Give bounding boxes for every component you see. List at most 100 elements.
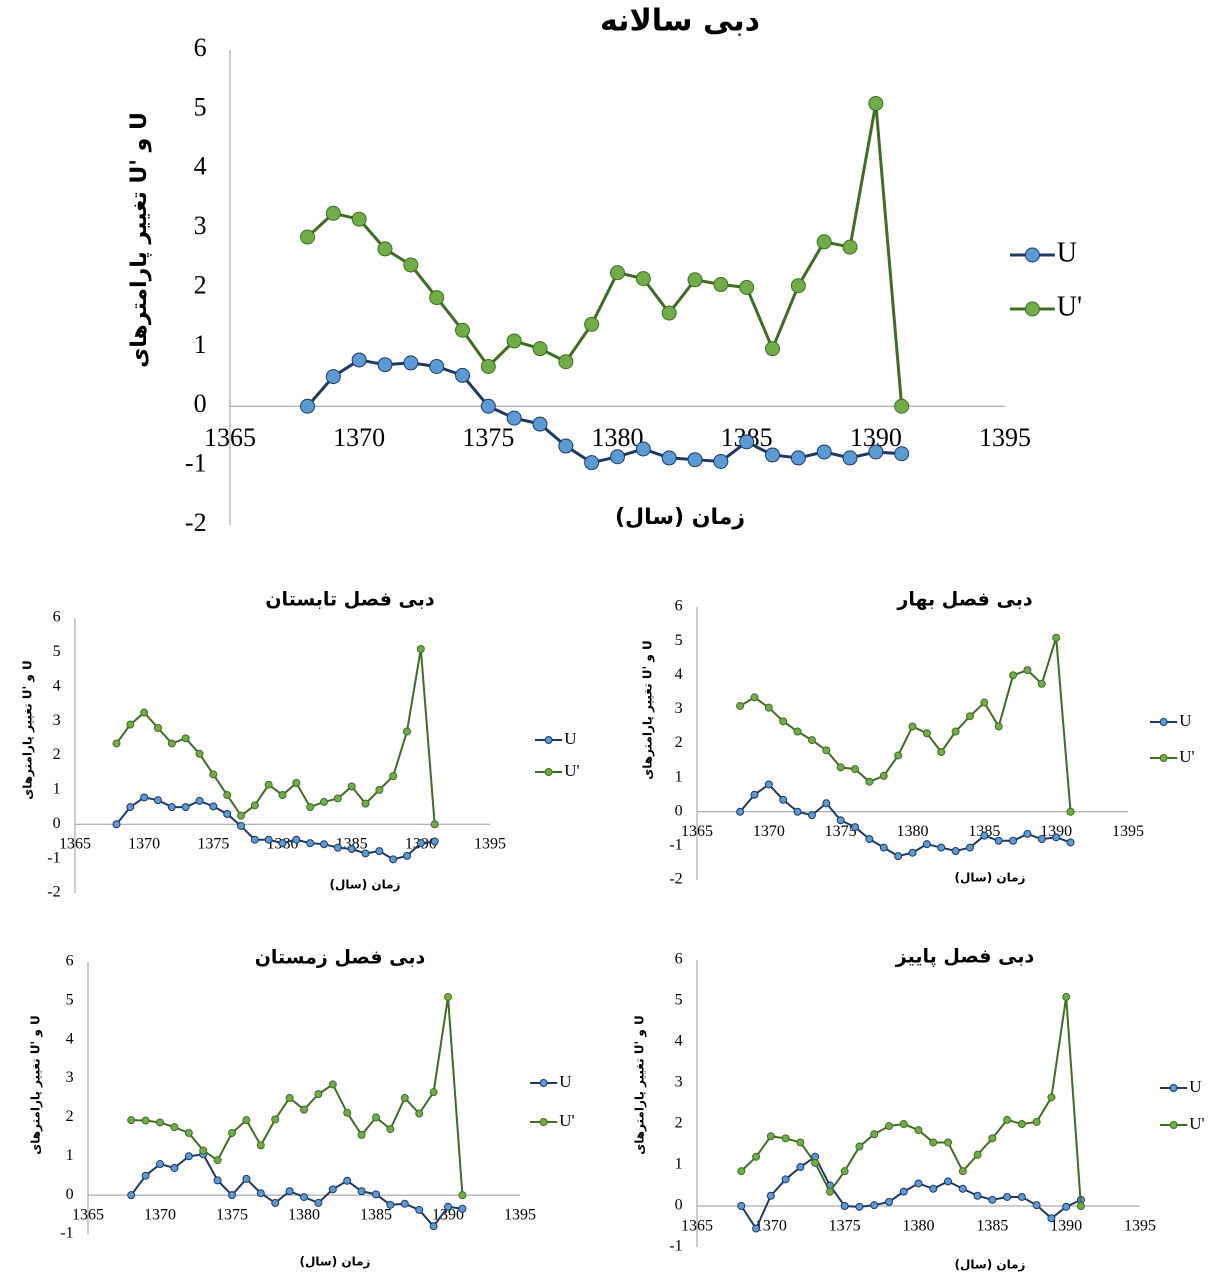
y-tick-label: 4	[66, 1030, 74, 1047]
data-point	[965, 843, 974, 852]
y-tick-label: -2	[669, 871, 682, 888]
data-point	[429, 290, 445, 306]
data-point	[988, 1134, 997, 1143]
data-point	[736, 701, 745, 710]
y-tick-label: 5	[675, 992, 683, 1009]
data-point	[167, 803, 176, 812]
y-tick-label: 3	[66, 1069, 74, 1086]
y-tick-label: 1	[675, 1156, 683, 1173]
x-tick-label: 1375	[462, 423, 514, 452]
data-point	[855, 1142, 864, 1151]
data-point	[951, 846, 960, 855]
data-point	[386, 1125, 395, 1134]
data-point	[1047, 1093, 1056, 1102]
legend-marker	[1159, 754, 1168, 762]
data-point	[250, 801, 259, 810]
data-point	[661, 305, 677, 321]
x-tick-label: 1375	[825, 823, 857, 840]
data-point	[416, 644, 425, 653]
y-tick-label: 0	[66, 1186, 74, 1203]
data-point	[181, 734, 190, 743]
x-tick-label: 1365	[72, 1207, 104, 1224]
data-point	[455, 367, 470, 383]
data-point	[713, 453, 729, 469]
x-tick-label: 1365	[204, 423, 256, 452]
data-point	[914, 1126, 923, 1135]
data-point	[868, 444, 884, 460]
data-point	[292, 779, 301, 787]
data-point	[865, 777, 874, 786]
data-point	[894, 751, 903, 760]
legend-marker	[539, 1079, 548, 1087]
data-point	[811, 1158, 820, 1167]
data-point	[444, 992, 452, 1001]
data-point	[195, 749, 204, 758]
legend-label: U	[1179, 711, 1191, 730]
x-axis-label: زمان (سال)	[330, 878, 401, 892]
data-point	[347, 845, 356, 853]
data-point	[1052, 633, 1061, 642]
y-tick-label: 6	[675, 951, 683, 968]
x-axis-label: زمان (سال)	[955, 871, 1026, 885]
data-point	[1009, 671, 1018, 680]
legend-label: U'	[559, 1111, 574, 1130]
x-axis-label: زمان (سال)	[300, 1255, 371, 1269]
data-point	[781, 1134, 790, 1143]
data-point	[126, 803, 135, 812]
chart-title: دبی فصل بهار	[896, 589, 1032, 611]
legend-label: U'	[1179, 747, 1194, 766]
data-point	[430, 837, 439, 846]
legend-marker	[1169, 1084, 1178, 1092]
data-point	[661, 450, 677, 466]
data-point	[506, 333, 522, 349]
chart-title: دبی فصل تابستان	[265, 589, 435, 611]
data-point	[894, 446, 910, 462]
data-point	[635, 271, 651, 287]
data-point	[416, 839, 425, 848]
data-point	[351, 211, 367, 227]
data-point	[973, 1150, 982, 1159]
data-point	[1003, 1192, 1012, 1201]
data-point	[584, 455, 600, 471]
data-point	[271, 1198, 280, 1207]
data-point	[250, 835, 259, 844]
data-point	[320, 840, 328, 849]
data-point	[325, 369, 341, 385]
y-tick-label: 5	[194, 92, 207, 121]
x-tick-label: 1390	[1040, 823, 1072, 840]
data-point	[480, 358, 496, 374]
data-point	[415, 1109, 424, 1118]
y-tick-label: -2	[185, 508, 207, 537]
y-tick-label: -1	[60, 1225, 73, 1242]
data-point	[1076, 1202, 1085, 1210]
data-point	[333, 794, 342, 803]
data-point	[793, 727, 802, 736]
data-point	[851, 765, 860, 774]
data-point	[739, 434, 755, 450]
y-tick-label: 1	[675, 768, 683, 785]
data-point	[325, 205, 341, 221]
y-tick-label: 3	[675, 700, 683, 717]
x-tick-label: 1390	[1050, 1217, 1082, 1234]
data-point	[958, 1184, 967, 1193]
data-point	[223, 791, 232, 800]
y-tick-label: -1	[47, 849, 60, 866]
data-point	[922, 729, 931, 738]
data-point	[994, 836, 1003, 845]
y-tick-label: 0	[675, 1197, 683, 1214]
data-point	[752, 1224, 761, 1233]
data-point	[181, 803, 190, 812]
y-tick-label: 4	[675, 1033, 683, 1050]
data-point	[213, 1176, 222, 1185]
data-point	[937, 748, 946, 757]
data-point	[400, 1094, 409, 1102]
data-point	[840, 1167, 849, 1176]
y-tick-label: 5	[66, 992, 74, 1009]
x-axis-label: زمان (سال)	[615, 505, 745, 530]
data-point	[764, 703, 773, 712]
data-point	[112, 820, 121, 829]
data-point	[737, 1167, 746, 1176]
data-point	[781, 1175, 790, 1184]
x-tick-label: 1380	[592, 423, 644, 452]
data-point	[415, 1205, 424, 1214]
